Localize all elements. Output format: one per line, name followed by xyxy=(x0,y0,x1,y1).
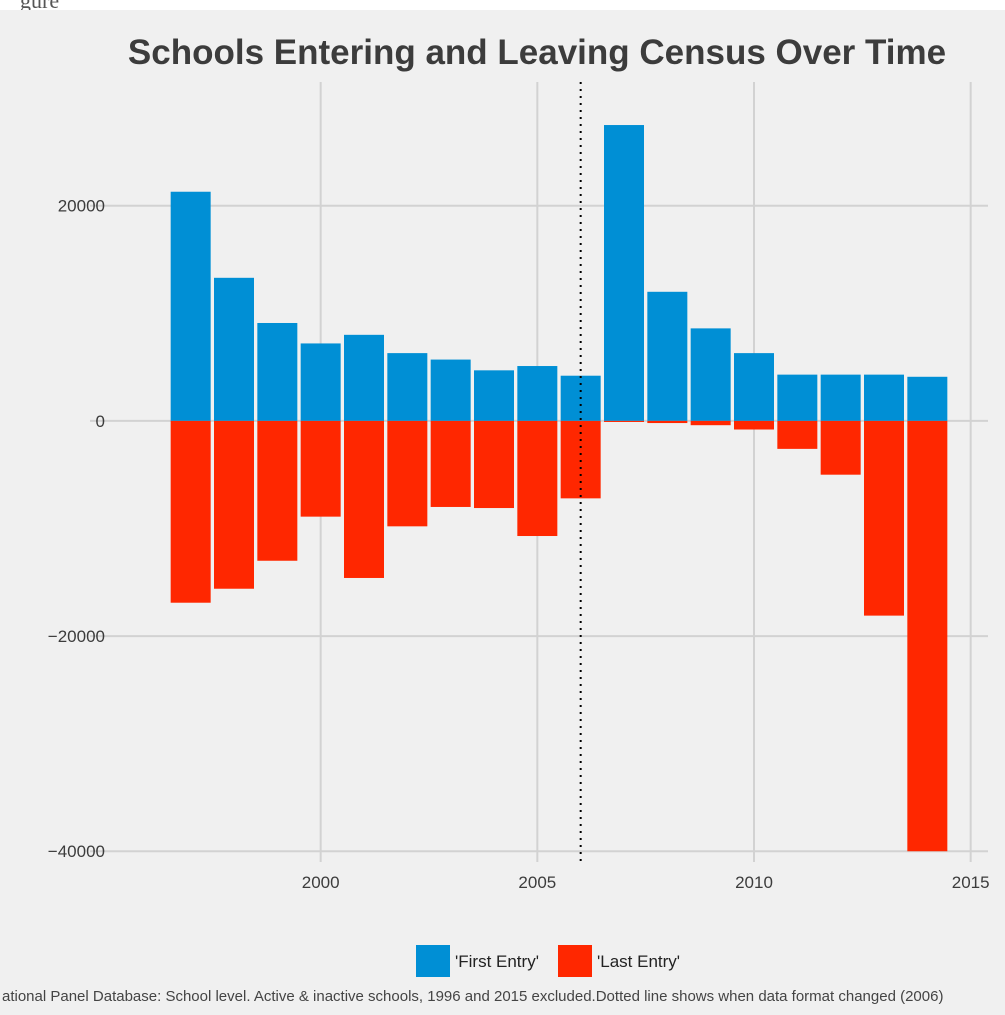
bar-first-entry xyxy=(430,359,471,421)
bar-last-entry xyxy=(820,420,861,475)
cropped-heading-text: gure xyxy=(20,0,59,10)
bar-last-entry xyxy=(300,420,341,517)
bar-last-entry xyxy=(344,420,384,578)
bar-last-entry xyxy=(647,420,688,424)
x-axis-tick-labels: 2000 2005 2010 2015 xyxy=(302,873,990,892)
bar-last-entry xyxy=(430,420,471,507)
y-tick-label: 20000 xyxy=(58,197,105,216)
bar-first-entry xyxy=(344,334,384,421)
chart-title: Schools Entering and Leaving Census Over… xyxy=(128,33,946,72)
legend-swatch-last-entry xyxy=(558,945,592,977)
legend-label-first-entry: 'First Entry' xyxy=(455,952,539,971)
bar-first-entry xyxy=(907,376,948,421)
x-tick-label: 2010 xyxy=(735,873,773,892)
bar-last-entry xyxy=(604,420,644,422)
bar-last-entry xyxy=(214,420,254,589)
bar-first-entry xyxy=(170,191,211,421)
bar-first-entry xyxy=(474,370,514,421)
bars xyxy=(170,125,948,852)
cropped-heading-fragment: gure xyxy=(0,0,1005,10)
bar-first-entry xyxy=(387,353,428,421)
bar-first-entry xyxy=(734,353,774,421)
bar-last-entry xyxy=(517,420,558,537)
bar-last-entry xyxy=(474,420,514,509)
y-tick-label: −40000 xyxy=(48,842,105,861)
y-axis-tick-labels: 20000 0 −20000 −40000 xyxy=(48,197,105,862)
bar-first-entry xyxy=(820,374,861,421)
bar-last-entry xyxy=(387,420,428,527)
bar-last-entry xyxy=(907,420,948,852)
x-tick-label: 2000 xyxy=(302,873,340,892)
bar-last-entry xyxy=(864,420,904,616)
bar-last-entry xyxy=(257,420,298,561)
bar-first-entry xyxy=(777,374,818,421)
bar-last-entry xyxy=(690,420,731,426)
bar-first-entry xyxy=(300,343,341,421)
legend: 'First Entry' 'Last Entry' xyxy=(416,945,680,977)
bar-first-entry xyxy=(647,291,688,421)
bar-first-entry xyxy=(214,277,254,421)
y-tick-label: −20000 xyxy=(48,627,105,646)
legend-swatch-first-entry xyxy=(416,945,450,977)
bar-first-entry xyxy=(517,366,558,421)
bar-last-entry xyxy=(777,420,818,449)
legend-label-last-entry: 'Last Entry' xyxy=(597,952,680,971)
chart-panel xyxy=(0,10,1005,1015)
bar-first-entry xyxy=(604,125,644,421)
chart-caption: ational Panel Database: School level. Ac… xyxy=(2,988,943,1005)
x-tick-label: 2015 xyxy=(952,873,990,892)
bar-first-entry xyxy=(257,322,298,421)
bar-first-entry xyxy=(690,328,731,421)
y-tick-label: 0 xyxy=(96,412,105,431)
bar-last-entry xyxy=(170,420,211,603)
x-tick-label: 2005 xyxy=(518,873,556,892)
bar-first-entry xyxy=(864,374,904,421)
bar-last-entry xyxy=(734,420,774,430)
